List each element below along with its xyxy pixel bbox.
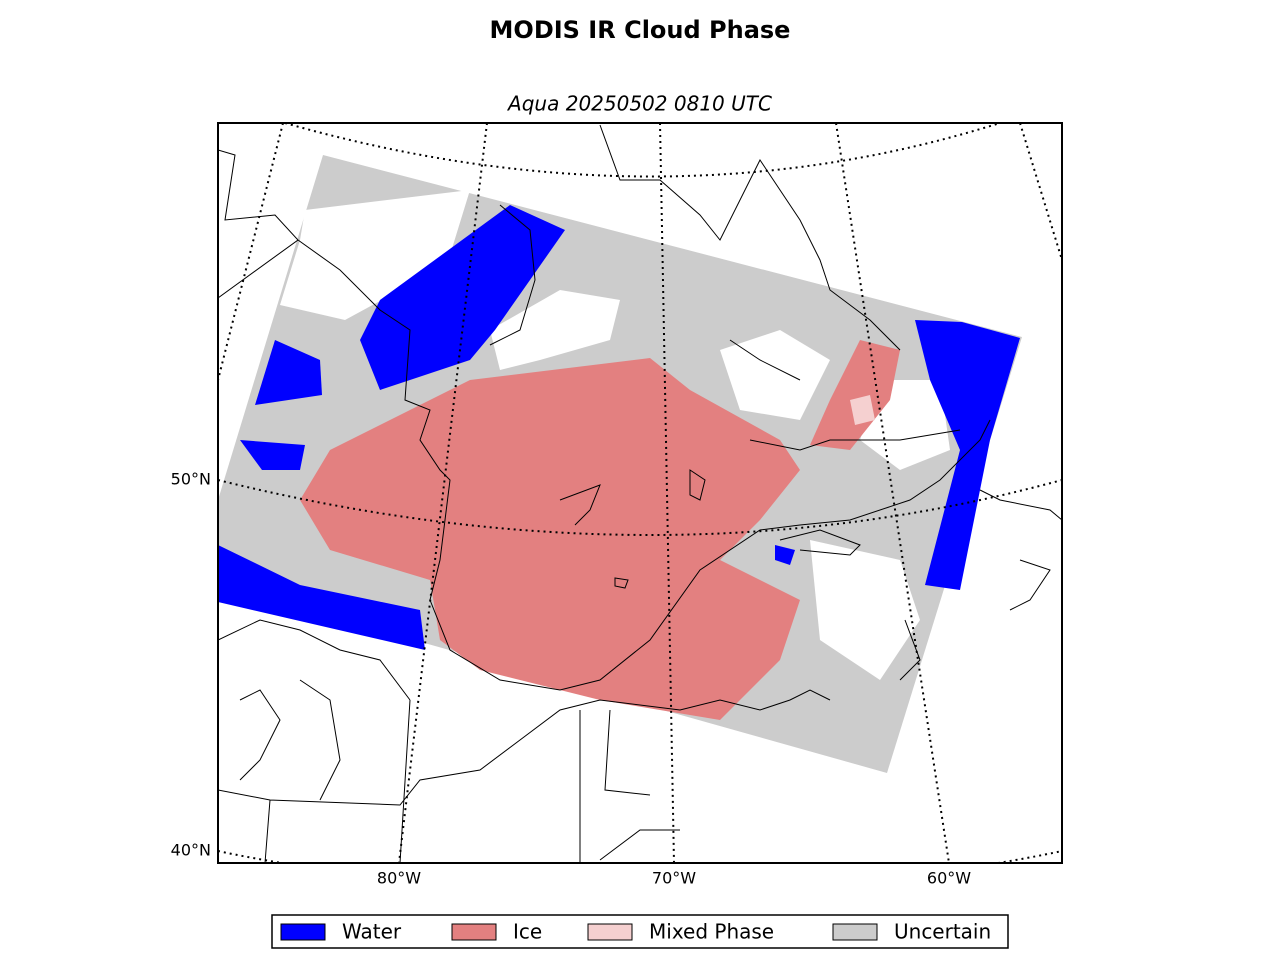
meridian [1019, 123, 1062, 261]
coastline [218, 149, 991, 691]
water-area [915, 320, 1020, 590]
meridian [218, 123, 284, 381]
clear-area [720, 330, 830, 420]
latitude-label: 40°N [171, 841, 211, 860]
latitude-label: 50°N [171, 470, 211, 489]
map [218, 123, 1062, 863]
coastline [239, 469, 706, 801]
water-area [360, 205, 565, 390]
legend-swatch [832, 923, 878, 941]
clear-area [810, 540, 920, 680]
water-area [775, 545, 795, 565]
longitude-label: 70°W [652, 869, 696, 888]
coastline [489, 124, 961, 451]
meridian [398, 123, 488, 863]
parallel [284, 123, 1001, 178]
legend-label: Ice [513, 920, 542, 944]
legend-label: Mixed Phase [649, 920, 774, 944]
legend-swatch [280, 923, 326, 941]
map-frame [217, 122, 1063, 864]
title: MODIS IR Cloud Phase [490, 16, 791, 44]
clear-area [490, 290, 620, 370]
legend-swatch [587, 923, 633, 941]
ice-area [300, 358, 800, 720]
legend-label: Uncertain [894, 920, 991, 944]
parallel [218, 479, 1062, 536]
longitude-label: 80°W [377, 869, 421, 888]
parallel [218, 850, 288, 863]
ice-area [810, 340, 900, 450]
legend-frame [271, 914, 1009, 949]
legend: Water Ice Mixed Phase Uncertain [271, 914, 1009, 949]
water-area [255, 340, 322, 405]
mixed-area [850, 395, 875, 425]
coastline [218, 619, 831, 863]
water-area [218, 545, 425, 650]
clear-area [280, 190, 470, 320]
legend-swatch [451, 923, 497, 941]
legend-label: Water [342, 920, 402, 944]
longitude-label: 60°W [927, 869, 971, 888]
water-area [240, 440, 305, 470]
coastline [779, 489, 1062, 681]
subtitle: Aqua 20250502 0810 UTC [506, 92, 772, 116]
